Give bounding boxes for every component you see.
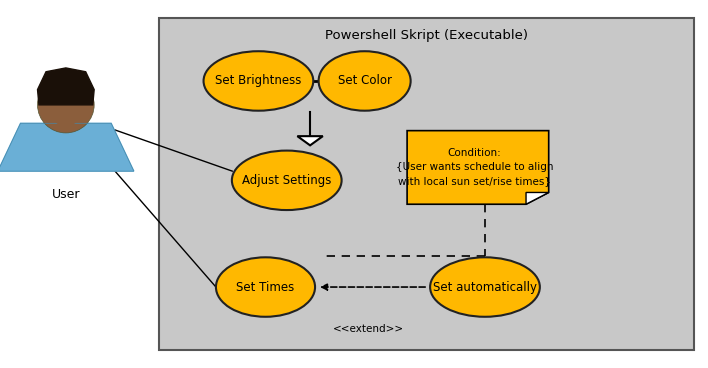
Ellipse shape [216, 257, 315, 317]
Polygon shape [526, 192, 549, 204]
Ellipse shape [232, 151, 342, 210]
Text: User: User [52, 188, 80, 201]
Ellipse shape [38, 77, 94, 133]
Ellipse shape [430, 257, 540, 317]
Polygon shape [38, 68, 94, 105]
Text: Set Brightness: Set Brightness [215, 74, 302, 88]
Ellipse shape [204, 51, 313, 111]
Polygon shape [0, 123, 134, 171]
Text: Condition:
{User wants schedule to align
with local sun set/rise times}: Condition: {User wants schedule to align… [396, 148, 553, 187]
Ellipse shape [319, 51, 411, 111]
Text: Set Color: Set Color [338, 74, 392, 88]
Polygon shape [407, 131, 549, 204]
Text: Powershell Skript (Executable): Powershell Skript (Executable) [325, 29, 528, 42]
Polygon shape [297, 136, 323, 145]
Text: Set automatically: Set automatically [433, 280, 537, 294]
Text: Set Times: Set Times [236, 280, 295, 294]
FancyBboxPatch shape [159, 18, 694, 350]
Text: <<extend>>: <<extend>> [333, 324, 404, 335]
Text: Adjust Settings: Adjust Settings [242, 174, 331, 187]
Ellipse shape [56, 119, 76, 125]
